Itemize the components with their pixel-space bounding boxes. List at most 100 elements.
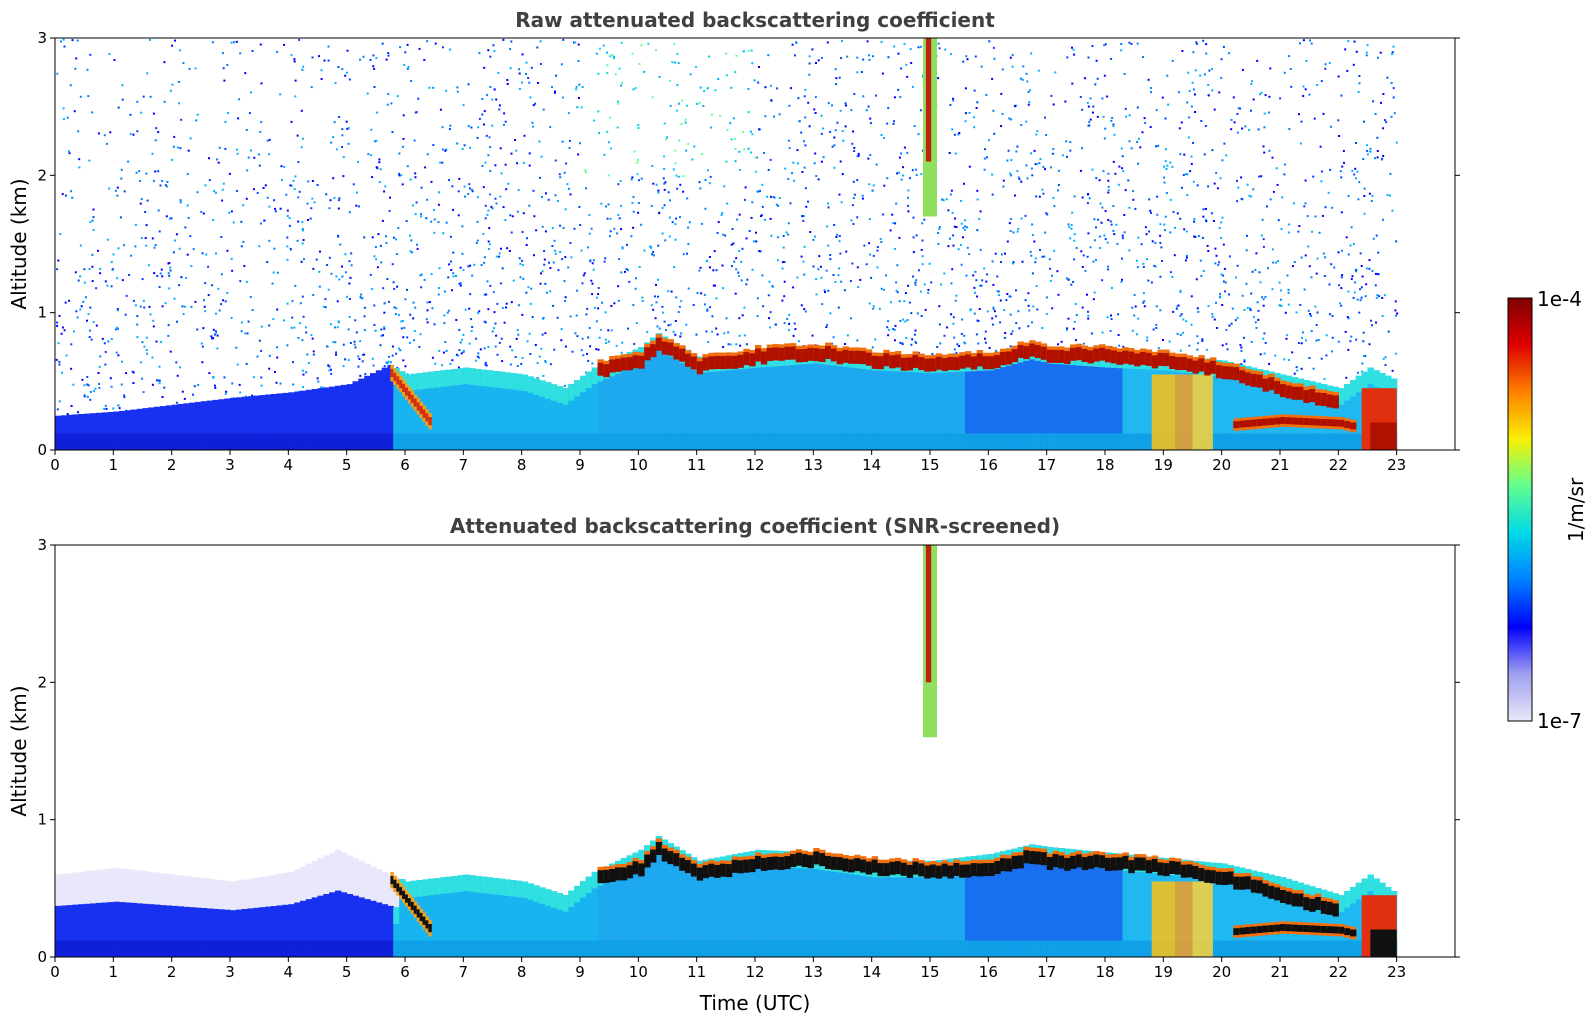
noise-speck — [491, 98, 494, 101]
noise-speck — [1305, 339, 1307, 342]
bl-column — [224, 909, 231, 957]
noise-speck — [352, 183, 355, 186]
noise-speck — [318, 285, 321, 288]
noise-speck — [1322, 112, 1325, 115]
noise-speck — [528, 204, 531, 207]
noise-speck — [149, 313, 152, 316]
surface-band — [469, 940, 476, 957]
noise-speck — [898, 156, 901, 159]
noise-speck — [496, 302, 499, 305]
noise-speck — [913, 333, 916, 336]
noise-speck — [1295, 311, 1298, 314]
noise-speck — [1353, 291, 1356, 294]
noise-speck — [793, 179, 796, 182]
bl-column — [720, 354, 727, 450]
noise-speck — [83, 268, 86, 271]
noise-speck — [640, 44, 643, 47]
noise-speck — [1136, 266, 1139, 269]
noise-speck — [663, 182, 666, 185]
noise-speck — [1128, 140, 1131, 143]
noise-speck — [961, 318, 964, 321]
noise-speck — [532, 125, 534, 128]
bl-column — [340, 892, 348, 957]
noise-speck — [649, 245, 652, 248]
noise-speck — [869, 117, 872, 120]
noise-speck — [83, 395, 86, 398]
noise-speck — [307, 219, 309, 221]
bl-column — [661, 336, 669, 450]
noise-speck — [87, 384, 90, 387]
surface-band — [352, 940, 359, 957]
surface-band — [714, 940, 721, 957]
surface-band — [364, 433, 371, 450]
noise-speck — [1355, 142, 1357, 144]
noise-speck — [1246, 234, 1248, 237]
bl-column — [1250, 870, 1258, 957]
bl-column — [1210, 862, 1217, 957]
bl-column — [253, 907, 260, 957]
cloud-core — [702, 865, 709, 879]
noise-speck — [412, 204, 414, 207]
noise-speck — [1201, 340, 1204, 342]
noise-speck — [1086, 202, 1089, 205]
surface-band — [405, 940, 412, 957]
noise-speck — [204, 184, 207, 187]
surface-band — [638, 433, 645, 450]
noise-speck — [1057, 293, 1060, 296]
noise-speck — [901, 318, 904, 321]
noise-speck — [223, 376, 226, 379]
noise-speck — [844, 343, 846, 345]
noise-speck — [1142, 56, 1144, 58]
noise-speck — [1298, 225, 1301, 227]
noise-speck — [98, 365, 101, 368]
noise-speck — [827, 244, 830, 247]
surface-band — [935, 433, 943, 450]
surface-band — [597, 433, 604, 450]
noise-speck — [1207, 94, 1210, 97]
noise-speck — [83, 384, 86, 387]
noise-speck — [488, 243, 491, 246]
noise-speck — [586, 307, 589, 310]
noise-speck — [297, 161, 300, 164]
noise-speck — [121, 84, 124, 87]
noise-speck — [332, 177, 335, 180]
noise-speck — [1075, 247, 1078, 249]
noise-speck — [181, 390, 184, 393]
surface-band — [1029, 940, 1036, 957]
noise-speck — [891, 213, 894, 216]
noise-speck — [960, 263, 963, 266]
surface-band — [113, 940, 120, 957]
noise-speck — [699, 266, 702, 269]
noise-speck — [1112, 160, 1115, 163]
noise-speck — [743, 148, 746, 151]
noise-speck — [988, 139, 990, 142]
noise-speck — [495, 255, 498, 258]
noise-speck — [674, 223, 677, 226]
surface-band — [235, 940, 243, 957]
noise-speck — [921, 222, 924, 225]
surface-band — [889, 433, 896, 450]
noise-speck — [245, 197, 248, 200]
noise-speck — [656, 278, 659, 281]
noise-speck — [1106, 95, 1109, 98]
bl-column — [1227, 362, 1234, 450]
noise-speck — [242, 204, 245, 207]
noise-speck — [1299, 142, 1302, 145]
bl-column — [935, 356, 943, 450]
noise-speck — [515, 149, 518, 152]
noise-speck — [1026, 80, 1029, 83]
noise-speck — [536, 362, 539, 364]
noise-speck — [1144, 226, 1147, 229]
noise-speck — [549, 267, 552, 269]
noise-speck — [1255, 326, 1258, 329]
bl-column — [737, 352, 744, 450]
noise-speck — [1347, 194, 1350, 197]
noise-speck — [105, 407, 108, 410]
noise-speck — [1340, 176, 1343, 179]
noise-speck — [1395, 314, 1398, 317]
noise-speck — [1381, 314, 1384, 317]
noise-speck — [224, 147, 227, 150]
bl-edge — [1379, 882, 1386, 900]
noise-speck — [1016, 170, 1019, 172]
noise-speck — [164, 302, 167, 305]
